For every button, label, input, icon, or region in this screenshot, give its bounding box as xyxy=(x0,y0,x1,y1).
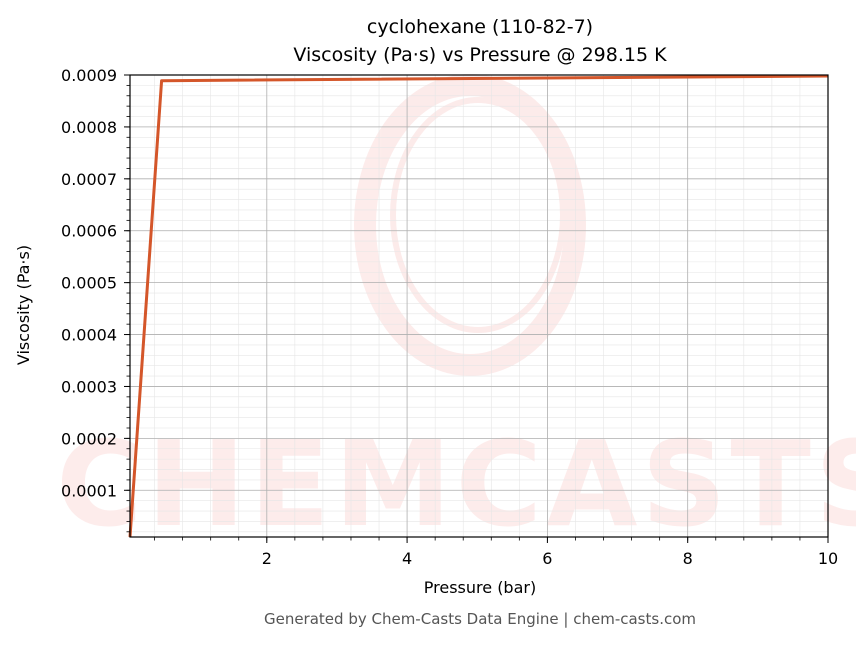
x-tick-label: 6 xyxy=(542,549,552,568)
y-tick-label: 0.0009 xyxy=(61,66,117,85)
y-axis-label: Viscosity (Pa·s) xyxy=(14,245,33,365)
y-tick-label: 0.0007 xyxy=(61,170,117,189)
x-tick-label: 4 xyxy=(402,549,412,568)
x-tick-label: 2 xyxy=(262,549,272,568)
y-tick-label: 0.0004 xyxy=(61,326,117,345)
x-tick-label: 10 xyxy=(818,549,838,568)
y-tick-label: 0.0003 xyxy=(61,377,117,396)
y-tick-label: 0.0006 xyxy=(61,222,117,241)
y-tick-label: 0.0002 xyxy=(61,429,117,448)
y-tick-label: 0.0001 xyxy=(61,481,117,500)
y-tick-label: 0.0008 xyxy=(61,118,117,137)
watermark-text: CHEMCASTS xyxy=(56,415,856,553)
footer-text: Generated by Chem-Casts Data Engine | ch… xyxy=(264,610,696,628)
x-tick-label: 8 xyxy=(683,549,693,568)
x-axis-label: Pressure (bar) xyxy=(424,578,536,597)
y-tick-label: 0.0005 xyxy=(61,274,117,293)
chart-title-line2: Viscosity (Pa·s) vs Pressure @ 298.15 K xyxy=(293,44,667,66)
chart-title-line1: cyclohexane (110-82-7) xyxy=(367,16,593,38)
